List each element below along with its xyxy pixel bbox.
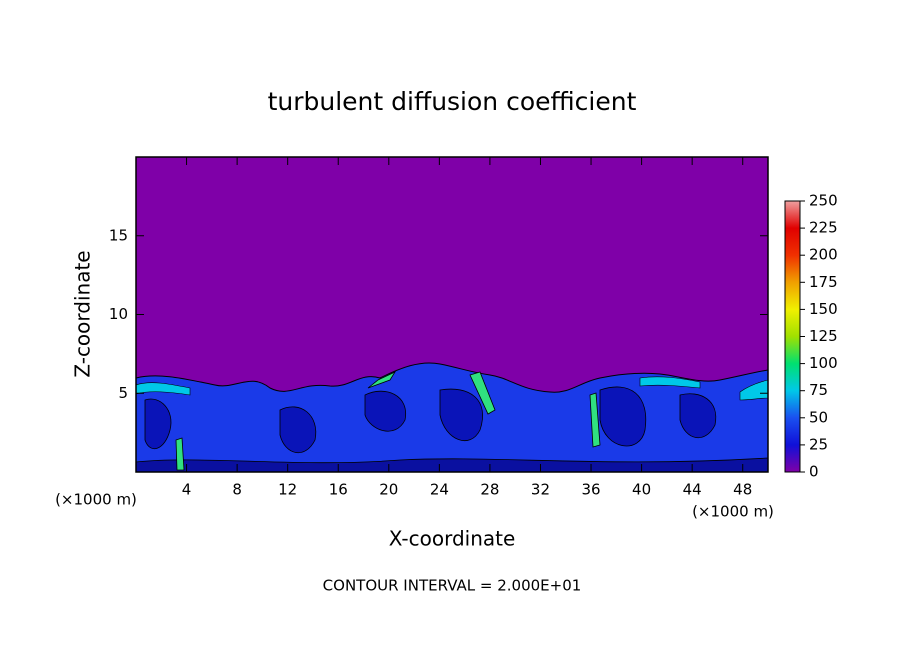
contour-field [136,157,768,472]
footnote: CONTOUR INTERVAL = 2.000E+01 [323,577,582,595]
y-axis-label: Z-coordinate [71,250,95,377]
x-tick-label: 4 [182,481,192,499]
colorbar-tick-label: 150 [809,300,838,318]
y-tick-label: 15 [109,226,128,244]
colorbar [784,200,801,473]
x-tick-label: 8 [232,481,242,499]
y-tick-label: 5 [118,384,128,402]
colorbar-tick-label: 50 [809,408,828,426]
colorbar-tick-label: 75 [809,381,828,399]
x-tick-label: 44 [683,481,702,499]
colorbar-tick-label: 0 [809,463,819,481]
x-tick-label: 48 [733,481,752,499]
x-tick-label: 16 [329,481,348,499]
colorbar-tick-label: 25 [809,435,828,453]
colorbar-tick-label: 175 [809,273,838,291]
x-unit-label: (×1000 m) [55,491,137,509]
colorbar-tick-label: 125 [809,327,838,345]
x-unit-label: (×1000 m) [692,503,774,521]
x-tick-label: 40 [632,481,651,499]
colorbar-tick-label: 100 [809,354,838,372]
x-tick-label: 32 [531,481,550,499]
x-tick-label: 20 [379,481,398,499]
y-tick-label: 10 [109,305,128,323]
x-axis-label: X-coordinate [389,527,516,551]
colorbar-tick-label: 200 [809,246,838,264]
chart-title: turbulent diffusion coefficient [268,87,637,116]
colorbar-tick-label: 225 [809,219,838,237]
colorbar-tick-label: 250 [809,192,838,210]
x-tick-label: 28 [480,481,499,499]
x-tick-label: 12 [278,481,297,499]
x-tick-label: 24 [430,481,449,499]
x-tick-label: 36 [581,481,600,499]
